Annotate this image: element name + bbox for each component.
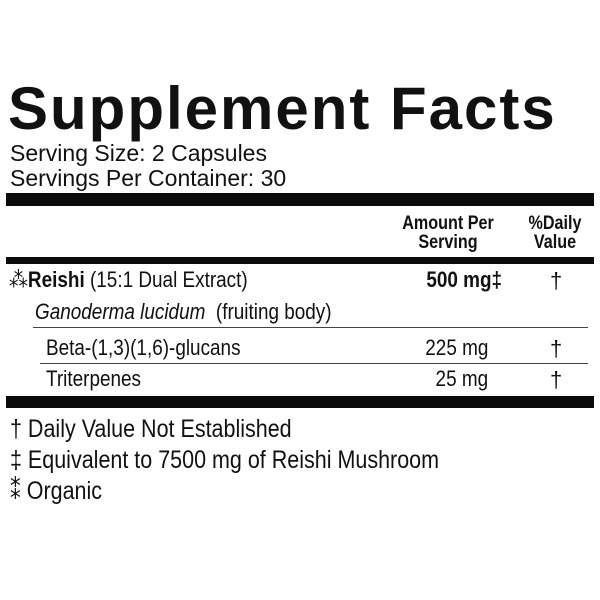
amount-value: 25 mg <box>435 366 488 391</box>
amount-beta-glucans: 225 mg <box>415 336 488 360</box>
dv-beta-glucans: † <box>550 336 563 361</box>
thick-divider <box>6 396 594 408</box>
row-divider <box>40 363 588 364</box>
amount-header: Amount Per Serving <box>397 214 499 252</box>
species-name: Ganoderma lucidum <box>35 299 206 324</box>
footnote-text: † Daily Value Not Established <box>10 415 292 443</box>
amount-triterpenes: 25 mg <box>427 367 488 391</box>
footnote-equivalent: ‡ Equivalent to 7500 mg of Reishi Mushro… <box>10 446 509 474</box>
ingredient-row-beta-glucans: Beta-(1,3)(1,6)-glucans <box>46 336 272 360</box>
amount-reishi: 500 mg‡ <box>414 268 502 292</box>
ingredient-name: Beta-(1,3)(1,6)-glucans <box>46 335 241 360</box>
row-divider <box>33 327 588 328</box>
servings-per-container: Servings Per Container: 30 <box>10 165 287 191</box>
serving-size: Serving Size: 2 Capsules <box>10 140 267 166</box>
ingredient-name: Triterpenes <box>46 366 141 391</box>
footnote-text: ‡ Equivalent to 7500 mg of Reishi Mushro… <box>10 446 440 474</box>
ingredient-row-triterpenes: Triterpenes <box>46 367 156 391</box>
footnote-organic: ⁑ Organic <box>10 477 117 505</box>
daily-value-header: %Daily Value <box>521 214 589 252</box>
ingredient-row-ganoderma: Ganoderma lucidum (fruiting body) <box>35 300 380 324</box>
ingredient-name: Reishi <box>27 267 85 292</box>
ingredient-row-reishi: ⁂Reishi (15:1 Dual Extract) <box>9 268 287 292</box>
thick-divider <box>6 193 594 206</box>
ingredient-detail: (fruiting body) <box>215 299 332 324</box>
label-title: Supplement Facts <box>8 75 557 142</box>
dv-triterpenes: † <box>550 367 563 392</box>
amount-header-line2: Serving <box>418 232 478 253</box>
footnote-text: ⁑ Organic <box>10 477 103 505</box>
ingredient-detail: (15:1 Dual Extract) <box>89 267 248 292</box>
amount-value: 500 mg‡ <box>426 267 502 292</box>
amount-header-line1: Amount Per <box>402 213 494 234</box>
organic-symbol: ⁂ <box>9 267 28 292</box>
header-divider <box>6 257 594 264</box>
dv-header-line1: %Daily <box>528 213 582 234</box>
dv-header-line2: Value <box>533 232 577 253</box>
amount-value: 225 mg <box>424 335 488 360</box>
dv-reishi: † <box>550 268 563 293</box>
footnote-daily-value: † Daily Value Not Established <box>10 415 338 443</box>
